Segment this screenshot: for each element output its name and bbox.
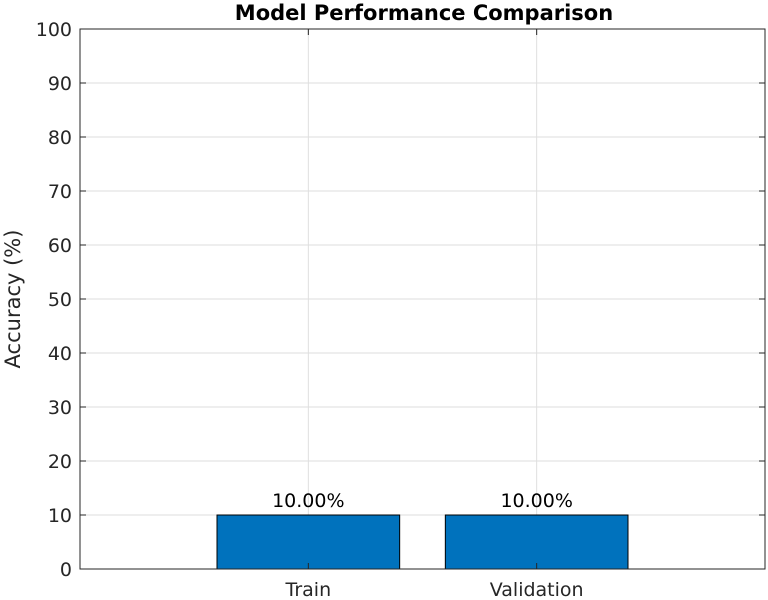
y-axis-label: Accuracy (%) xyxy=(1,230,25,369)
bars xyxy=(216,514,629,570)
data-label: 10.00% xyxy=(272,490,344,512)
chart-title: Model Performance Comparison xyxy=(235,1,613,25)
y-tick-label: 70 xyxy=(48,181,72,203)
y-tick-label: 40 xyxy=(48,343,72,365)
y-tick-label: 50 xyxy=(48,289,72,311)
data-labels: 10.00% 10.00% xyxy=(272,490,573,512)
y-tick-label: 0 xyxy=(60,559,72,581)
grid-lines xyxy=(80,29,765,569)
bar-validation xyxy=(444,514,629,570)
x-tick-label: Train xyxy=(285,579,332,600)
y-tick-label: 10 xyxy=(48,505,72,527)
bar-train xyxy=(216,514,401,570)
axis-ticks: 0 10 20 30 40 50 60 70 80 90 100 Train Validation xyxy=(36,19,765,600)
y-tick-label: 20 xyxy=(48,451,72,473)
y-tick-label: 90 xyxy=(48,73,72,95)
y-tick-label: 100 xyxy=(36,19,72,41)
y-tick-label: 60 xyxy=(48,235,72,257)
x-tick-label: Validation xyxy=(490,579,584,600)
y-tick-label: 80 xyxy=(48,127,72,149)
y-tick-label: 30 xyxy=(48,397,72,419)
data-label: 10.00% xyxy=(500,490,572,512)
